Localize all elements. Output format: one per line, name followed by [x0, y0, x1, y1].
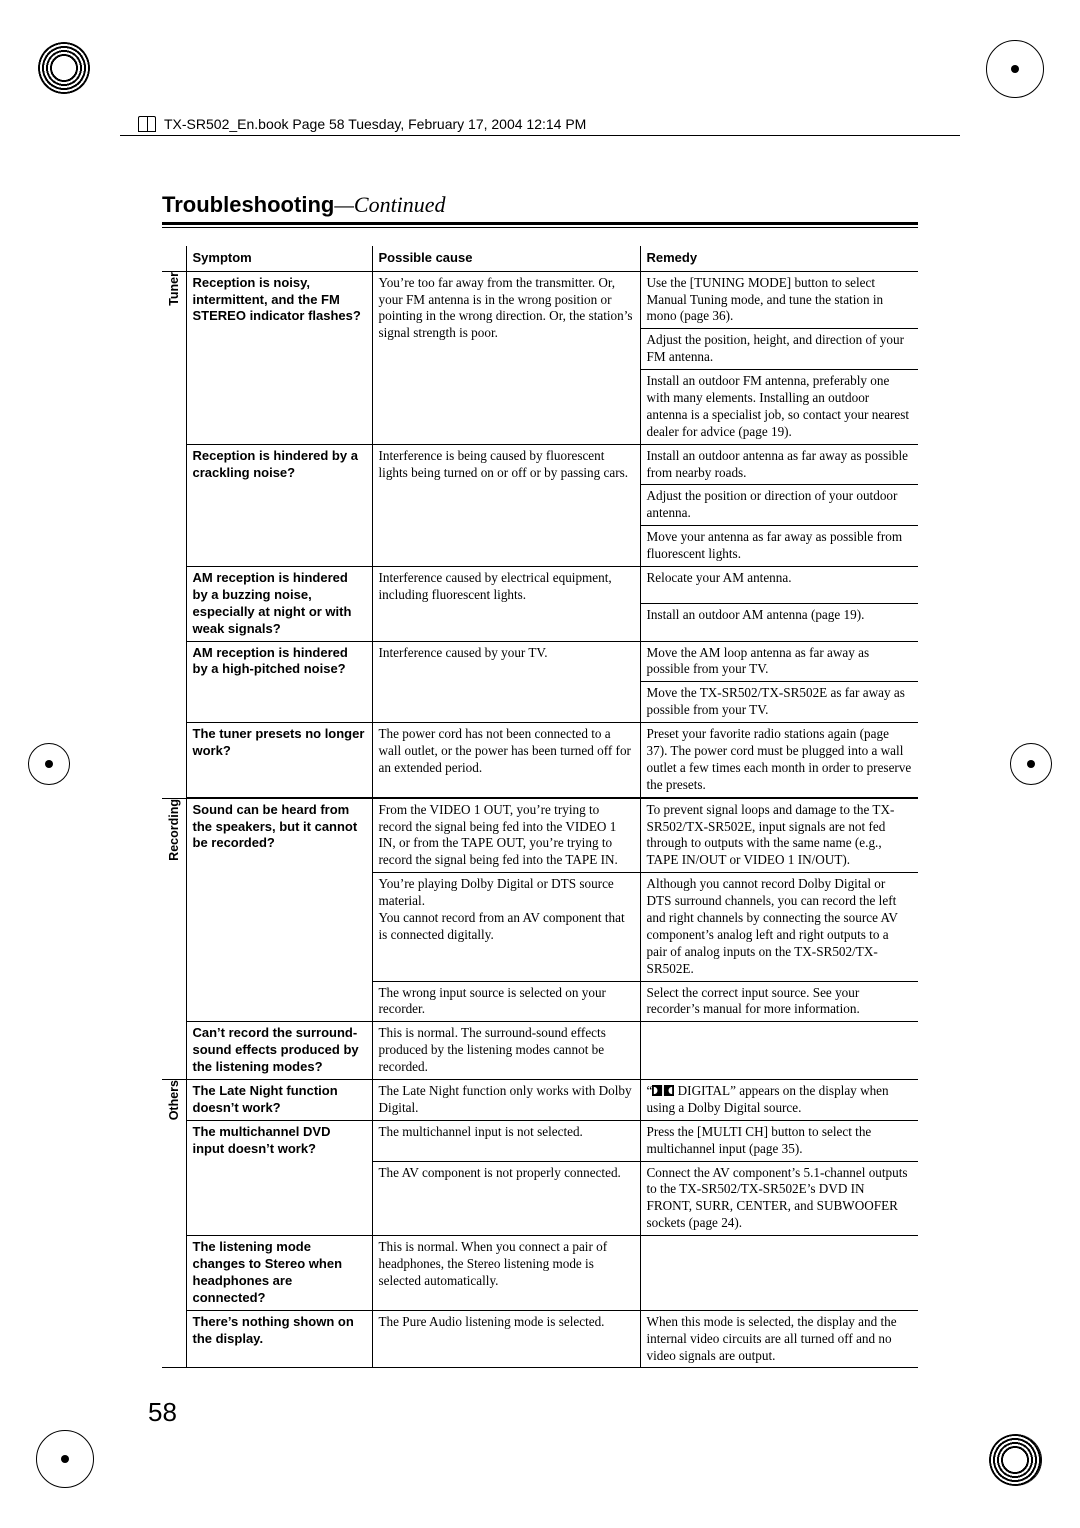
table-row: Recording Sound can be heard from the sp…	[162, 798, 918, 873]
cause-cell: Interference caused by electrical equipm…	[372, 566, 640, 641]
symptom-cell: There’s nothing shown on the display.	[186, 1310, 372, 1368]
table-row: AM reception is hindered by a buzzing no…	[162, 566, 918, 603]
title-rule	[162, 222, 918, 225]
cause-cell: The multichannel input is not selected.	[372, 1120, 640, 1161]
cause-cell: The power cord has not been connected to…	[372, 723, 640, 798]
table-row: Tuner Reception is noisy, intermittent, …	[162, 271, 918, 329]
remedy-cell: Install an outdoor AM antenna (page 19).	[640, 604, 918, 641]
section-title: Troubleshooting—Continued	[162, 192, 918, 218]
symptom-cell: AM reception is hindered by a high-pitch…	[186, 641, 372, 723]
group-label-tuner: Tuner	[162, 271, 186, 798]
symptom-cell: The Late Night function doesn’t work?	[186, 1080, 372, 1121]
page: TX-SR502_En.book Page 58 Tuesday, Februa…	[0, 0, 1080, 1528]
symptom-cell: The tuner presets no longer work?	[186, 723, 372, 798]
table-row: Reception is hindered by a crackling noi…	[162, 444, 918, 485]
remedy-cell: Install an outdoor FM antenna, preferabl…	[640, 370, 918, 445]
symptom-cell: Reception is noisy, intermittent, and th…	[186, 271, 372, 444]
table-row: There’s nothing shown on the display. Th…	[162, 1310, 918, 1368]
remedy-cell	[640, 1022, 918, 1080]
cause-cell: You’re playing Dolby Digital or DTS sour…	[372, 873, 640, 981]
cause-cell: Interference is being caused by fluoresc…	[372, 444, 640, 566]
crop-mark-icon	[1010, 743, 1052, 785]
group-label-others: Others	[162, 1080, 186, 1368]
table-row: Can’t record the surround-sound effects …	[162, 1022, 918, 1080]
cause-cell: This is normal. When you connect a pair …	[372, 1236, 640, 1311]
crop-mark-icon	[989, 1434, 1042, 1486]
col-symptom: Symptom	[186, 246, 372, 271]
symptom-cell: Can’t record the surround-sound effects …	[186, 1022, 372, 1080]
cause-cell: The Late Night function only works with …	[372, 1080, 640, 1121]
group-label-recording: Recording	[162, 798, 186, 1079]
remedy-cell	[640, 1236, 918, 1311]
table-row: The multichannel DVD input doesn’t work?…	[162, 1120, 918, 1161]
symptom-cell: AM reception is hindered by a buzzing no…	[186, 566, 372, 641]
remedy-cell: Adjust the position or direction of your…	[640, 485, 918, 526]
cause-cell: Interference caused by your TV.	[372, 641, 640, 723]
remedy-cell: Preset your favorite radio stations agai…	[640, 723, 918, 798]
col-cause: Possible cause	[372, 246, 640, 271]
cause-cell: You’re too far away from the transmitter…	[372, 271, 640, 444]
print-header-text: TX-SR502_En.book Page 58 Tuesday, Februa…	[164, 116, 586, 132]
content-area: Troubleshooting—Continued Symptom Possib…	[162, 192, 918, 1368]
remedy-cell: Press the [MULTI CH] button to select th…	[640, 1120, 918, 1161]
crop-mark-icon	[986, 40, 1044, 98]
symptom-cell: The listening mode changes to Stereo whe…	[186, 1236, 372, 1311]
table-row: The tuner presets no longer work? The po…	[162, 723, 918, 798]
crop-mark-icon	[38, 42, 90, 94]
table-header-row: Symptom Possible cause Remedy	[162, 246, 918, 271]
remedy-cell: Install an outdoor antenna as far away a…	[640, 444, 918, 485]
cause-cell: The wrong input source is selected on yo…	[372, 981, 640, 1022]
symptom-cell: Sound can be heard from the speakers, bu…	[186, 798, 372, 1022]
remedy-cell: To prevent signal loops and damage to th…	[640, 798, 918, 873]
table-row: The listening mode changes to Stereo whe…	[162, 1236, 918, 1311]
print-header: TX-SR502_En.book Page 58 Tuesday, Februa…	[138, 116, 586, 132]
dolby-digital-icon	[652, 1085, 674, 1096]
table-row: Others The Late Night function doesn’t w…	[162, 1080, 918, 1121]
title-rule	[162, 227, 918, 228]
book-icon	[138, 116, 156, 132]
cause-cell: The AV component is not properly connect…	[372, 1161, 640, 1236]
page-number: 58	[148, 1397, 177, 1428]
section-title-main: Troubleshooting	[162, 192, 334, 217]
crop-mark-icon	[36, 1430, 94, 1488]
remedy-cell: When this mode is selected, the display …	[640, 1310, 918, 1368]
cause-cell: This is normal. The surround-sound effec…	[372, 1022, 640, 1080]
table-header-blank	[162, 246, 186, 271]
remedy-cell: Move the TX-SR502/TX-SR502E as far away …	[640, 682, 918, 723]
remedy-cell: Move the AM loop antenna as far away as …	[640, 641, 918, 682]
symptom-cell: Reception is hindered by a crackling noi…	[186, 444, 372, 566]
cause-cell: From the VIDEO 1 OUT, you’re trying to r…	[372, 798, 640, 873]
header-rule	[120, 135, 960, 136]
remedy-cell: Although you cannot record Dolby Digital…	[640, 873, 918, 981]
table-row: AM reception is hindered by a high-pitch…	[162, 641, 918, 682]
crop-mark-icon	[28, 743, 70, 785]
remedy-cell: “ DIGITAL” appears on the display when u…	[640, 1080, 918, 1121]
remedy-cell: Select the correct input source. See you…	[640, 981, 918, 1022]
section-title-continued: —Continued	[334, 192, 445, 217]
remedy-cell: Adjust the position, height, and directi…	[640, 329, 918, 370]
symptom-cell: The multichannel DVD input doesn’t work?	[186, 1120, 372, 1235]
remedy-cell: Relocate your AM antenna.	[640, 566, 918, 603]
remedy-cell: Use the [TUNING MODE] button to select M…	[640, 271, 918, 329]
col-remedy: Remedy	[640, 246, 918, 271]
troubleshooting-table: Symptom Possible cause Remedy Tuner Rece…	[162, 246, 918, 1368]
remedy-cell: Connect the AV component’s 5.1-channel o…	[640, 1161, 918, 1236]
remedy-cell: Move your antenna as far away as possibl…	[640, 526, 918, 567]
cause-cell: The Pure Audio listening mode is selecte…	[372, 1310, 640, 1368]
